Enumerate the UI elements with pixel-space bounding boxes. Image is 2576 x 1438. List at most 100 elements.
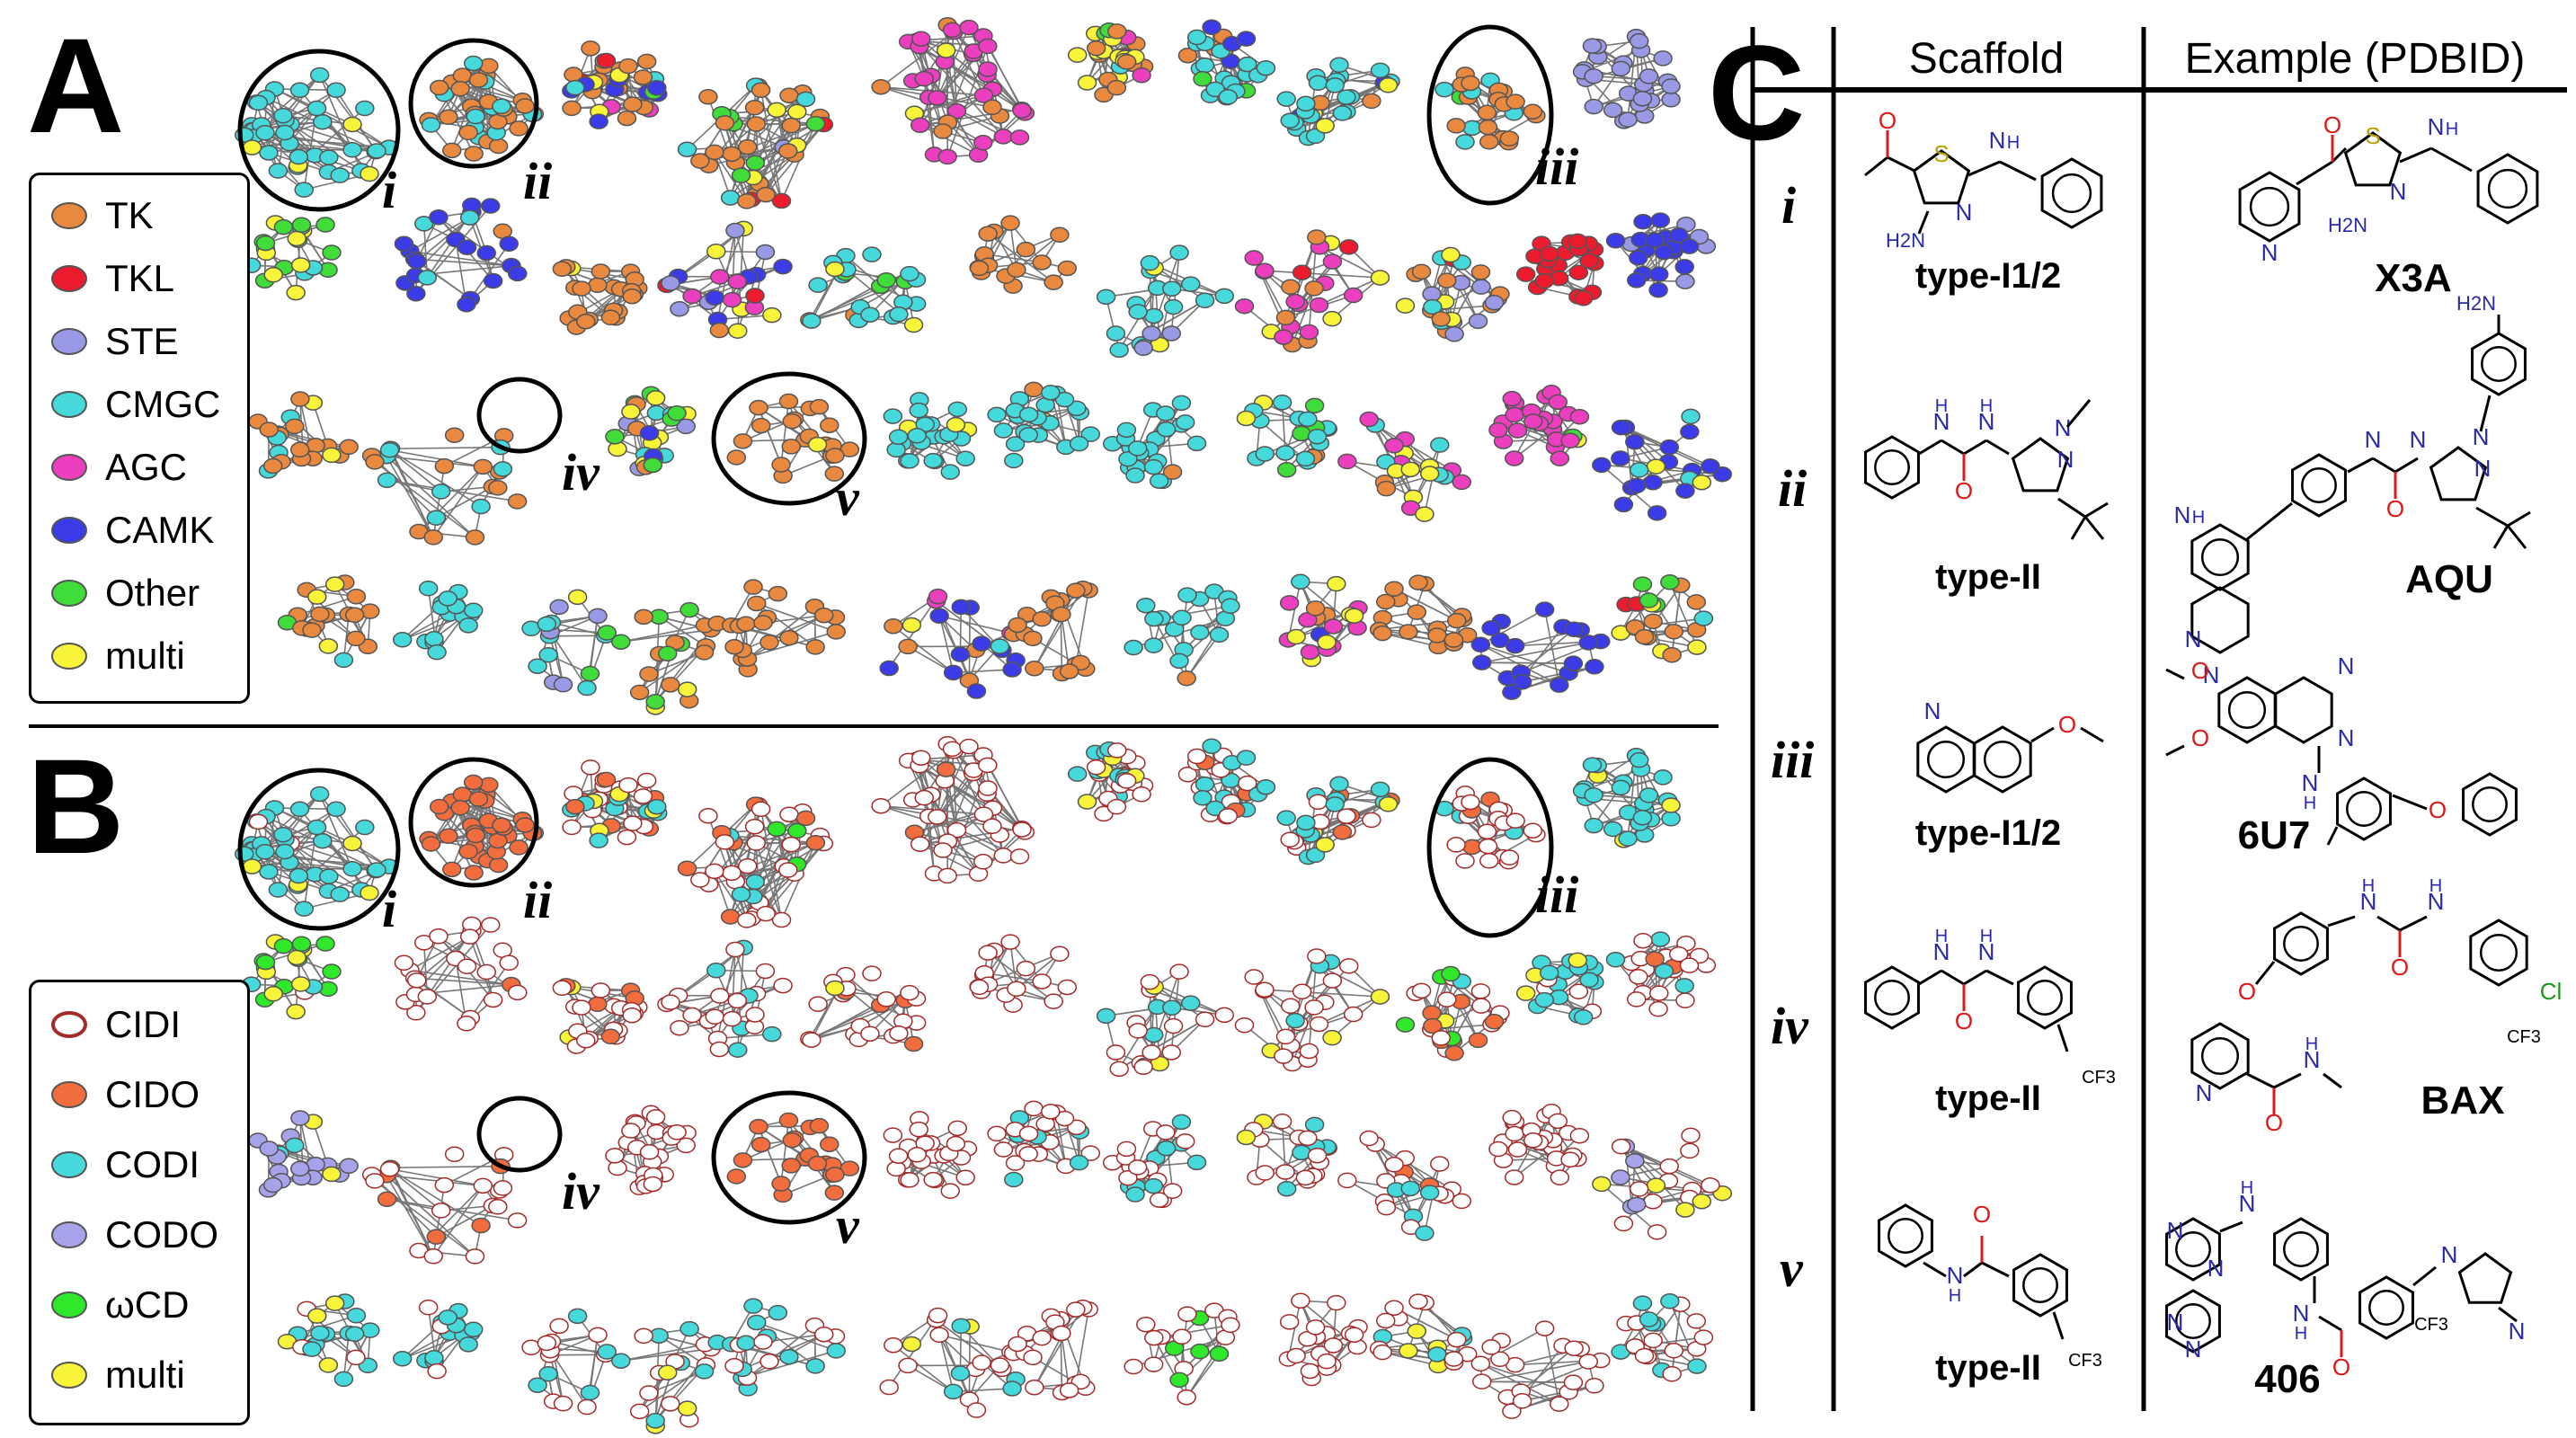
network-node <box>1645 232 1665 248</box>
network-node <box>1171 395 1192 412</box>
network-node <box>1629 969 1648 985</box>
network-node <box>1468 1032 1488 1049</box>
network-node <box>1132 67 1151 84</box>
network-node <box>1515 266 1536 282</box>
network-cluster <box>241 934 342 1020</box>
network-node <box>946 102 967 120</box>
network-node <box>1307 428 1328 445</box>
network-node <box>973 854 993 870</box>
network-node <box>639 1144 660 1160</box>
network-node <box>1107 742 1127 759</box>
network-node <box>1143 637 1164 653</box>
network-node <box>746 116 767 132</box>
network-node <box>1067 47 1088 63</box>
network-node <box>657 1364 678 1380</box>
network-node <box>1337 453 1357 470</box>
network-cluster <box>1236 395 1337 478</box>
network-node <box>330 886 350 902</box>
network-cluster <box>800 246 927 333</box>
network-cluster <box>677 77 834 209</box>
network-node <box>275 124 295 141</box>
network-node <box>344 1326 365 1343</box>
network-node <box>629 684 650 701</box>
network-node <box>1629 250 1648 266</box>
network-node <box>565 79 585 96</box>
network-node <box>392 632 413 648</box>
network-node <box>978 38 998 55</box>
network-node <box>657 645 678 661</box>
network-node <box>263 986 283 1002</box>
network-cluster <box>1337 1130 1471 1241</box>
network-node <box>1299 1043 1319 1060</box>
network-node <box>1012 102 1032 119</box>
network-node <box>315 217 335 233</box>
network-node <box>248 94 269 111</box>
network-node <box>457 1016 476 1032</box>
network-node <box>751 801 771 818</box>
network-edge <box>919 46 949 123</box>
network-node <box>1018 406 1039 423</box>
network-edge <box>714 228 744 298</box>
network-node <box>749 1118 768 1135</box>
network-cluster <box>1067 741 1154 822</box>
network-cluster <box>883 1111 978 1199</box>
network-node <box>1141 1044 1161 1061</box>
network-node <box>1125 1186 1145 1203</box>
network-node <box>1419 1185 1440 1201</box>
network-node <box>1488 422 1508 439</box>
network-node <box>342 116 362 133</box>
network-node <box>1202 738 1221 754</box>
network-node <box>826 624 846 640</box>
network-node <box>860 1025 880 1042</box>
network-node <box>367 143 386 159</box>
network-node <box>417 270 438 286</box>
network-node <box>255 954 276 971</box>
network-node <box>825 980 845 997</box>
network-node <box>1686 594 1707 610</box>
network-node <box>705 144 724 161</box>
network-node <box>959 738 979 755</box>
network-node <box>1446 837 1466 853</box>
network-node <box>1234 297 1255 315</box>
network-node <box>955 1169 975 1185</box>
network-node <box>737 138 758 155</box>
network-node <box>1128 304 1148 320</box>
network-node <box>567 589 588 606</box>
network-node <box>706 962 726 979</box>
network-node <box>294 182 314 198</box>
network-node <box>600 309 621 326</box>
network-node <box>1506 812 1525 829</box>
network-node <box>549 1318 569 1335</box>
network-node <box>1018 427 1038 443</box>
network-node <box>617 829 637 846</box>
network-node <box>726 449 747 466</box>
network-node <box>645 694 665 710</box>
network-edge <box>938 615 1012 635</box>
network-node <box>289 441 310 458</box>
network-node <box>429 209 449 226</box>
network-node <box>1050 945 1070 963</box>
network-node <box>733 1152 753 1168</box>
network-node <box>577 1398 597 1416</box>
network-cluster <box>871 736 1035 884</box>
network-node <box>306 819 327 836</box>
network-node <box>588 996 608 1013</box>
network-node <box>1116 54 1137 70</box>
network-cluster <box>562 759 668 848</box>
network-node <box>1441 965 1461 982</box>
network-node <box>1236 410 1257 427</box>
network-node <box>762 306 782 324</box>
network-node <box>1613 496 1634 513</box>
network-cluster <box>1276 57 1400 146</box>
network-node <box>1275 445 1295 461</box>
network-node <box>1172 609 1192 626</box>
network-node <box>1435 81 1454 98</box>
network-node <box>1292 425 1311 442</box>
network-node <box>1163 1017 1184 1034</box>
network-node <box>903 316 924 333</box>
network-cluster <box>1369 574 1478 655</box>
network-node <box>421 836 441 852</box>
network-node <box>1415 506 1435 522</box>
network-node <box>367 862 386 878</box>
network-node <box>1322 310 1342 327</box>
